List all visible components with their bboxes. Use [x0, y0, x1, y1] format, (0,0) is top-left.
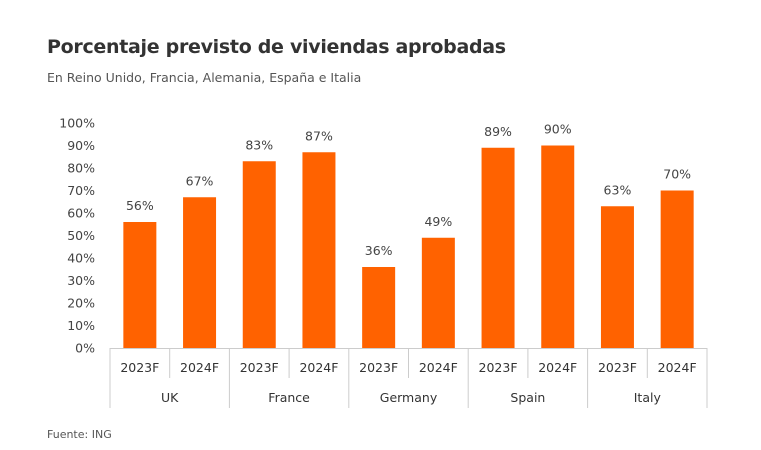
x-tick-label: 2024F [419, 360, 458, 375]
x-tick-label: 2024F [538, 360, 577, 375]
chart-subtitle: En Reino Unido, Francia, Alemania, Españ… [47, 70, 362, 85]
x-tick-label: 2023F [120, 360, 159, 375]
data-label: 49% [424, 214, 452, 229]
x-group-label: France [268, 390, 310, 405]
x-group-label: UK [161, 390, 179, 405]
y-tick-label: 70% [67, 183, 95, 198]
y-axis: 0% 10% 20% 30% 40% 50% 60% 70% 80% 90% 100% [59, 116, 95, 356]
y-tick-label: 0% [75, 341, 95, 356]
bar [660, 190, 694, 348]
data-label: 63% [604, 182, 632, 197]
data-label: 83% [245, 137, 273, 152]
x-tick-label: 2023F [598, 360, 637, 375]
x-group-label: Spain [510, 390, 545, 405]
data-label: 56% [126, 198, 154, 213]
y-tick-label: 20% [67, 296, 95, 311]
y-tick-label: 90% [67, 138, 95, 153]
chart-title: Porcentaje previsto de viviendas aprobad… [47, 36, 506, 58]
data-label: 90% [544, 122, 572, 137]
y-tick-label: 100% [59, 116, 95, 131]
x-tick-label: 2023F [359, 360, 398, 375]
x-tick-label: 2024F [299, 360, 338, 375]
data-label: 87% [305, 128, 333, 143]
y-tick-label: 10% [67, 318, 95, 333]
data-label: 89% [484, 124, 512, 139]
data-label: 70% [663, 167, 691, 182]
bar [123, 222, 157, 348]
bar [183, 197, 217, 348]
y-tick-label: 80% [67, 161, 95, 176]
source-note: Fuente: ING [47, 428, 112, 441]
bar [481, 147, 515, 348]
data-label: 36% [365, 243, 393, 258]
bar [362, 267, 396, 348]
bar [242, 161, 276, 348]
x-tick-label: 2024F [180, 360, 219, 375]
y-tick-label: 40% [67, 251, 95, 266]
bar [302, 152, 336, 348]
x-group-label: Italy [634, 390, 662, 405]
bar [541, 145, 575, 348]
x-group-label: Germany [380, 390, 438, 405]
bar [600, 206, 634, 348]
data-label: 67% [186, 173, 214, 188]
bars [123, 145, 694, 348]
y-tick-label: 60% [67, 206, 95, 221]
x-tick-label: 2024F [658, 360, 697, 375]
x-axis: 2023F 2024F 2023F 2024F 2023F 2024F 2023F 2024F… [109, 348, 708, 408]
y-tick-label: 50% [67, 228, 95, 243]
bar [421, 237, 455, 348]
y-tick-label: 30% [67, 273, 95, 288]
x-tick-label: 2023F [479, 360, 518, 375]
x-tick-label: 2023F [240, 360, 279, 375]
data-labels: 56% 67% 83% 87% 36% 49% 89% 90% 63% 70% [126, 122, 691, 259]
